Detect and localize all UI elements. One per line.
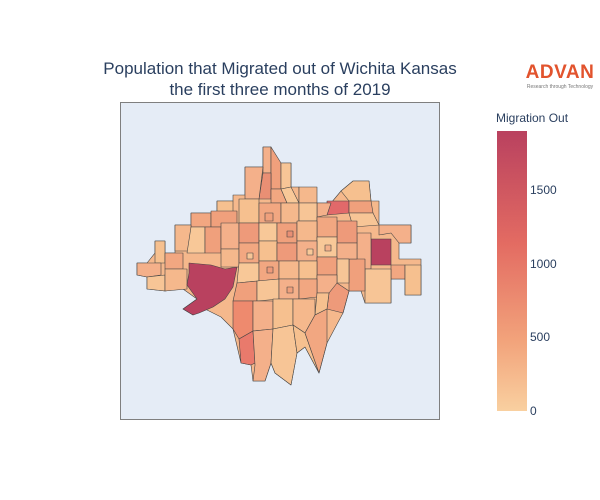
region: [292, 324, 320, 374]
region: [136, 262, 162, 278]
region: [232, 280, 258, 302]
region: [316, 216, 338, 238]
colorbar-tick-label: 1000: [530, 256, 557, 271]
region: [298, 202, 318, 222]
region: [264, 212, 274, 222]
region: [236, 262, 260, 284]
region: [278, 260, 300, 280]
region: [298, 278, 318, 300]
region: [304, 308, 328, 374]
colorbar-tick-label: 1500: [530, 182, 557, 197]
region: [204, 226, 222, 254]
region: [348, 200, 374, 214]
region: [336, 220, 358, 244]
region: [262, 146, 272, 174]
region: [272, 298, 294, 330]
region: [336, 258, 350, 284]
region: [154, 240, 166, 264]
chart-title: Population that Migrated out of Wichita …: [60, 58, 500, 100]
region: [370, 238, 392, 266]
region: [340, 180, 372, 202]
choropleth-map[interactable]: [121, 103, 439, 419]
region: [364, 268, 392, 304]
logo-tagline: Research through Technology: [526, 84, 594, 90]
region: [298, 186, 318, 204]
region: [348, 258, 366, 292]
region: [316, 256, 338, 276]
region: [220, 248, 240, 268]
region: [276, 242, 298, 262]
region: [238, 222, 260, 244]
region: [326, 282, 350, 314]
region: [280, 202, 300, 224]
region: [336, 242, 358, 260]
region: [266, 266, 274, 274]
region: [238, 330, 256, 366]
region: [258, 222, 278, 242]
region: [270, 146, 282, 190]
region: [252, 328, 274, 382]
logo-wordmark: ADVAN: [525, 62, 595, 83]
colorbar-tick-label: 0: [530, 404, 537, 418]
region: [220, 222, 240, 250]
region: [286, 230, 294, 238]
advan-logo: ADVAN Research through Technology: [525, 62, 595, 91]
region: [324, 244, 332, 252]
region: [378, 224, 412, 244]
region: [306, 248, 314, 256]
region: [164, 268, 188, 292]
region: [390, 264, 406, 280]
region: [270, 324, 298, 386]
region: [182, 262, 238, 316]
region: [258, 240, 278, 262]
title-line-1: Population that Migrated out of Wichita …: [103, 59, 457, 78]
region: [296, 220, 318, 242]
region: [280, 162, 292, 190]
region: [238, 198, 260, 224]
region: [404, 264, 422, 296]
region: [298, 260, 318, 280]
region: [246, 252, 254, 260]
region: [190, 212, 212, 228]
region: [164, 252, 184, 270]
region: [256, 278, 280, 302]
region: [252, 300, 274, 332]
map-plot-area[interactable]: [120, 102, 440, 420]
colorbar: [497, 131, 527, 411]
region: [286, 286, 294, 294]
title-line-2: the first three months of 2019: [169, 80, 391, 99]
colorbar-tick-label: 500: [530, 330, 551, 345]
region: [146, 274, 166, 292]
colorbar-title: Migration Out: [496, 111, 569, 125]
